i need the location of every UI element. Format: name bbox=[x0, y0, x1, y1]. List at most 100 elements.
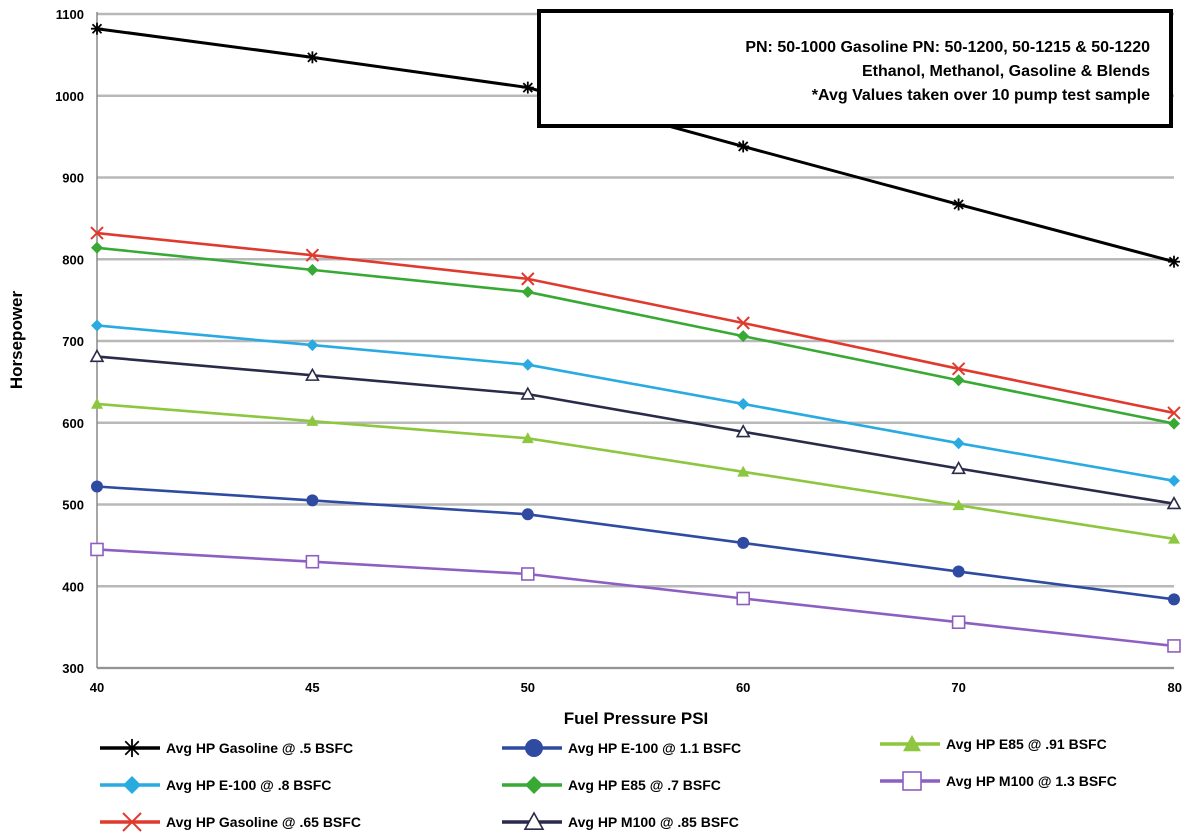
point-square-open bbox=[305, 554, 320, 569]
legend-label: Avg HP E85 @ .91 BSFC bbox=[946, 736, 1107, 752]
legend-item: Avg HP E85 @ .91 BSFC bbox=[880, 735, 1107, 752]
point-triangle-open bbox=[523, 811, 545, 831]
x-tick-label: 45 bbox=[305, 680, 319, 695]
x-tick-label: 80 bbox=[1168, 680, 1182, 695]
y-axis-title: Horsepower bbox=[7, 290, 26, 389]
y-tick-label: 500 bbox=[62, 498, 84, 513]
legend-item: Avg HP M100 @ 1.3 BSFC bbox=[880, 771, 1117, 791]
series-line bbox=[96, 324, 1175, 483]
point-diamond bbox=[1168, 417, 1180, 430]
series-line bbox=[96, 246, 1175, 425]
series-3 bbox=[91, 319, 1180, 487]
legend-label: Avg HP E-100 @ .8 BSFC bbox=[166, 777, 331, 793]
legend-item: Avg HP Gasoline @ .65 BSFC bbox=[100, 812, 361, 832]
point-star bbox=[123, 739, 141, 757]
legend-label: Avg HP M100 @ 1.3 BSFC bbox=[946, 773, 1117, 789]
point-circle bbox=[306, 494, 319, 507]
point-square-open bbox=[90, 542, 104, 557]
legend-item: Avg HP M100 @ .85 BSFC bbox=[502, 811, 739, 831]
point-diamond bbox=[737, 397, 750, 410]
point-x bbox=[951, 362, 966, 376]
legend-label: Avg HP E-100 @ 1.1 BSFC bbox=[568, 740, 741, 756]
point-diamond bbox=[91, 241, 103, 254]
point-triangle-open bbox=[951, 460, 966, 475]
point-circle bbox=[737, 536, 750, 549]
series-2 bbox=[91, 397, 1180, 544]
point-square-open bbox=[1167, 639, 1181, 653]
series-1 bbox=[91, 480, 1180, 606]
point-star bbox=[91, 22, 103, 35]
legend-item: Avg HP E85 @ .7 BSFC bbox=[502, 776, 721, 794]
point-x bbox=[1167, 406, 1181, 420]
legend-label: Avg HP M100 @ .85 BSFC bbox=[568, 814, 739, 830]
y-tick-label: 1100 bbox=[56, 7, 84, 22]
y-tick-label: 300 bbox=[62, 661, 84, 676]
y-tick-label: 700 bbox=[62, 334, 84, 349]
point-triangle-open bbox=[735, 424, 751, 438]
point-star bbox=[737, 140, 750, 153]
point-square-open bbox=[951, 615, 966, 630]
series-line bbox=[96, 485, 1175, 601]
point-diamond bbox=[521, 285, 534, 298]
series-line bbox=[96, 402, 1175, 541]
point-diamond bbox=[521, 358, 534, 371]
series-7 bbox=[89, 348, 1182, 510]
point-diamond bbox=[525, 776, 543, 794]
point-triangle-open bbox=[1166, 496, 1182, 510]
series-lines bbox=[89, 22, 1182, 653]
point-square-open bbox=[902, 771, 922, 791]
point-x bbox=[736, 316, 750, 330]
series-line bbox=[96, 355, 1175, 505]
point-diamond bbox=[1168, 474, 1180, 487]
point-square-open bbox=[520, 567, 535, 581]
axes bbox=[96, 12, 1174, 669]
point-star bbox=[952, 198, 965, 211]
point-diamond bbox=[306, 263, 319, 276]
point-triangle bbox=[737, 465, 750, 477]
point-circle bbox=[525, 739, 543, 757]
point-x bbox=[90, 226, 104, 240]
annotation-line-1: PN: 50-1000 Gasoline PN: 50-1200, 50-121… bbox=[745, 39, 1150, 56]
x-tick-label: 40 bbox=[90, 680, 104, 695]
point-circle bbox=[521, 508, 534, 521]
series-line bbox=[96, 231, 1175, 415]
legend: Avg HP Gasoline @ .5 BSFC Avg HP E-100 @ … bbox=[100, 735, 1117, 832]
x-tick-label: 50 bbox=[521, 680, 535, 695]
point-circle bbox=[1168, 593, 1180, 606]
point-diamond bbox=[737, 330, 750, 343]
annotation-box: PN: 50-1000 Gasoline PN: 50-1200, 50-121… bbox=[537, 9, 1173, 128]
series-5 bbox=[90, 542, 1181, 653]
point-star bbox=[306, 51, 319, 64]
annotation-line-2: Ethanol, Methanol, Gasoline & Blends bbox=[862, 63, 1150, 80]
point-triangle bbox=[903, 735, 921, 752]
point-triangle-open bbox=[305, 367, 320, 381]
x-tick-label: 60 bbox=[736, 680, 750, 695]
point-diamond bbox=[123, 776, 141, 794]
legend-item: Avg HP E-100 @ .8 BSFC bbox=[100, 776, 331, 794]
point-triangle bbox=[1168, 532, 1180, 544]
point-diamond bbox=[952, 374, 965, 387]
series-line bbox=[96, 548, 1175, 648]
point-triangle bbox=[952, 499, 965, 511]
point-triangle bbox=[306, 415, 319, 426]
series-4 bbox=[91, 241, 1180, 430]
annotation-line-3: *Avg Values taken over 10 pump test samp… bbox=[812, 87, 1150, 104]
point-triangle-open bbox=[520, 386, 536, 400]
y-tick-label: 400 bbox=[62, 579, 84, 594]
legend-label: Avg HP E85 @ .7 BSFC bbox=[568, 777, 721, 793]
point-x bbox=[305, 248, 320, 262]
point-circle bbox=[91, 480, 103, 493]
point-triangle bbox=[91, 397, 103, 409]
y-tick-labels: 300 400 500 600 700 800 900 1000 1100 bbox=[55, 7, 84, 676]
point-diamond bbox=[91, 319, 103, 332]
point-diamond bbox=[952, 437, 965, 450]
legend-label: Avg HP Gasoline @ .5 BSFC bbox=[166, 740, 353, 756]
x-axis-title: Fuel Pressure PSI bbox=[564, 709, 709, 728]
point-x bbox=[521, 272, 535, 286]
point-star bbox=[521, 81, 534, 94]
x-tick-label: 70 bbox=[951, 680, 965, 695]
y-tick-label: 1000 bbox=[55, 89, 84, 104]
series-6 bbox=[90, 226, 1181, 420]
point-triangle-open bbox=[89, 348, 105, 363]
